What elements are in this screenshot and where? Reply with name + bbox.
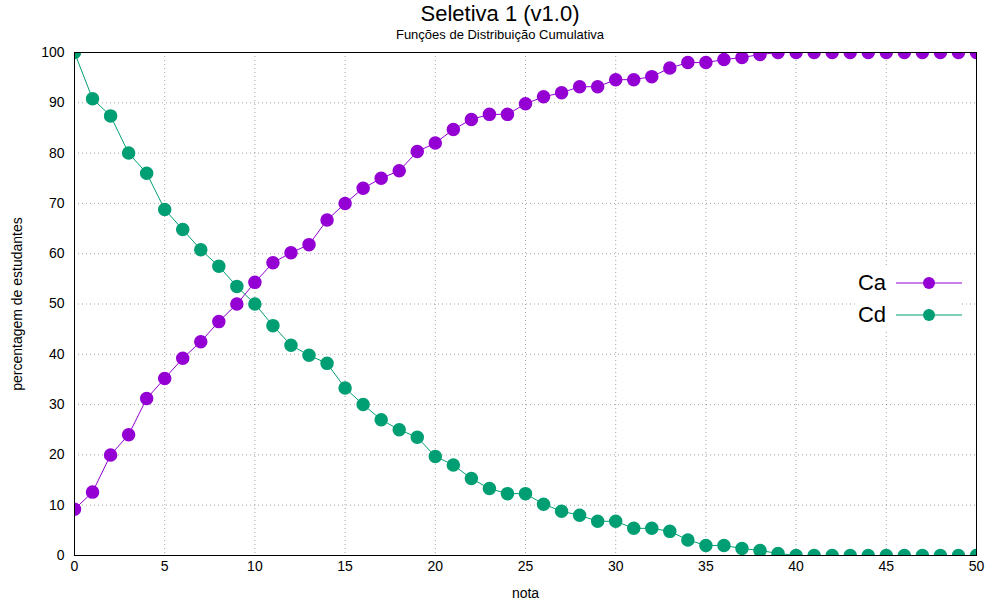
html-text:Seletiva 1 (v1.0): Seletiva 1 (v1.0) [420,1,580,26]
svg-text:35: 35 [698,558,714,574]
svg-text:40: 40 [788,558,804,574]
svg-text:90: 90 [49,94,65,110]
svg-text:100: 100 [41,45,65,60]
svg-text:10: 10 [247,558,263,574]
svg-text:60: 60 [49,245,65,261]
svg-text:percentagem de estudantes: percentagem de estudantes [9,217,25,391]
svg-text:30: 30 [49,396,65,412]
html-text:Ca: Ca [857,270,886,295]
html-text:Funções de Distribuição Cumula: Funções de Distribuição Cumulativa [395,27,604,42]
svg-text:30: 30 [608,558,624,574]
svg-text:0: 0 [57,547,65,563]
svg-text:nota: nota [512,585,539,600]
html-text:Cd: Cd [857,302,886,327]
svg-text:50: 50 [49,295,65,311]
svg-text:80: 80 [49,145,65,161]
svg-text:5: 5 [161,558,169,574]
svg-text:45: 45 [879,558,895,574]
svg-text:10: 10 [49,497,65,513]
svg-text:20: 20 [428,558,444,574]
svg-text:50: 50 [969,558,985,574]
svg-text:20: 20 [49,446,65,462]
svg-text:25: 25 [518,558,534,574]
svg-text:40: 40 [49,346,65,362]
svg-text:0: 0 [71,558,79,574]
svg-text:70: 70 [49,195,65,211]
svg-text:15: 15 [337,558,353,574]
